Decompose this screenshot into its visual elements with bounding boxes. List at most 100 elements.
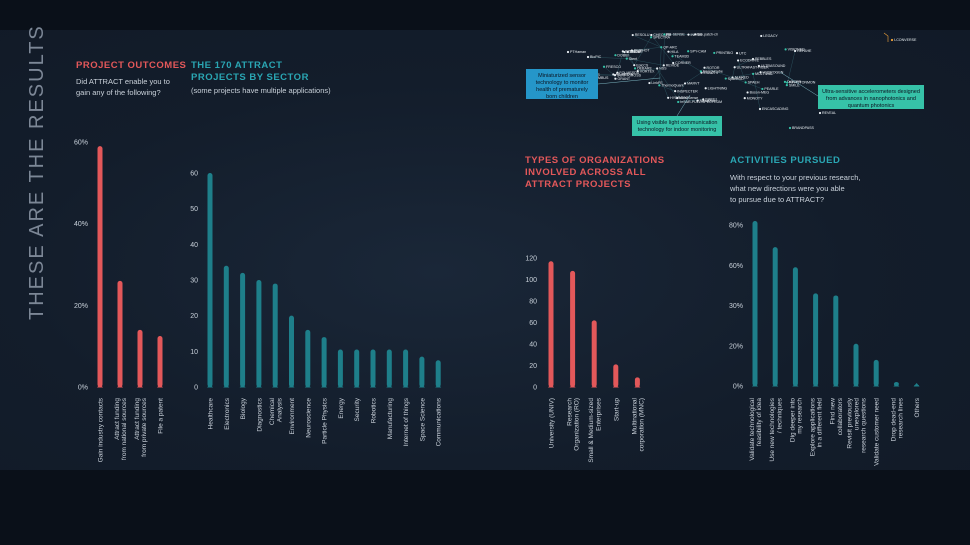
network-edge <box>632 34 662 48</box>
network-node <box>788 126 792 130</box>
y-tick-label: 80% <box>729 223 743 230</box>
network-edge <box>656 68 669 98</box>
y-tick-label: 20 <box>190 313 198 320</box>
network-node-label: INPRO <box>690 33 702 37</box>
network-node-label: MicroSense <box>679 96 698 100</box>
network-node-label: HYDROSO <box>670 96 688 100</box>
network-node-label: LEGACY <box>763 34 778 38</box>
network-node <box>713 51 716 55</box>
y-tick-label: 0% <box>78 385 88 392</box>
category-label: Use new technologies/ techniques <box>769 397 783 461</box>
network-node-label: GRANT <box>617 77 630 81</box>
category-label: Multinationalcorporation (MNC) <box>631 397 645 451</box>
category-label: Gain industry contacts <box>98 397 105 462</box>
network-edge <box>651 34 674 64</box>
chart1-title: PROJECT OUTCOMES <box>76 60 187 71</box>
y-tick-label: 40% <box>74 221 88 228</box>
y-tick-label: 60 <box>529 320 537 327</box>
network-node-label: FOLMESDA <box>619 71 639 75</box>
bar <box>613 364 619 387</box>
network-node <box>625 57 628 60</box>
network-node-label: PRINTBIO <box>716 51 733 55</box>
network-node <box>751 57 755 61</box>
network-node-label: RPHOTONMON <box>789 81 816 85</box>
network-callout-2: Ultra-sensitive accelerometers designed … <box>818 85 924 109</box>
chart-stage <box>0 30 970 470</box>
category-label: Energy <box>338 397 345 418</box>
network-node <box>751 72 755 75</box>
bar <box>97 146 103 387</box>
network-callout-1: Miniaturized sensor technology to monito… <box>526 69 598 100</box>
network-edge <box>622 51 635 66</box>
network-node-label: BioPIC <box>590 55 602 59</box>
bar-foot <box>752 383 758 387</box>
bar <box>117 280 123 387</box>
category-label: Explore applicationsin a different field <box>810 397 824 456</box>
network-node-label: InCUBE <box>630 50 644 54</box>
category-label: Small & Medium-sizedEnterprises <box>588 397 602 462</box>
network-edge <box>752 73 761 110</box>
bar <box>337 349 343 387</box>
network-node <box>731 76 734 79</box>
network-node <box>658 84 661 87</box>
network-node <box>630 49 633 52</box>
network-node <box>744 81 747 84</box>
bar-foot <box>792 383 799 387</box>
bottom-band <box>0 470 970 545</box>
network-node <box>694 33 697 36</box>
network-node-label: MONOTY <box>747 96 763 100</box>
bar-foot <box>591 384 598 388</box>
network-node-label: ROTOR <box>707 66 720 70</box>
y-tick-label: 30% <box>729 303 743 310</box>
bar-foot <box>386 384 393 388</box>
network-node <box>760 34 763 38</box>
network-node <box>683 82 687 85</box>
bar-foot <box>832 383 839 387</box>
top-band <box>0 0 970 30</box>
network-edge <box>663 34 665 66</box>
network-node-label: CHECKEM <box>653 33 671 37</box>
network-node <box>759 71 762 74</box>
bar-foot <box>418 384 425 388</box>
network-node <box>663 33 666 36</box>
network-node-label: INSFEL <box>705 98 718 102</box>
network-node-label: SPAEH <box>748 81 760 85</box>
network-node <box>656 67 659 70</box>
network-node <box>890 38 894 42</box>
network-node <box>786 81 789 84</box>
network-edge <box>678 99 704 103</box>
network-node-label: DOBBI <box>617 53 628 57</box>
network-node <box>650 33 653 37</box>
bar-foot <box>288 384 295 388</box>
network-node-label: SMILE <box>789 83 800 87</box>
category-label: ResearchOrganization (RO) <box>567 398 581 451</box>
bar-foot <box>548 384 554 388</box>
bar <box>419 356 425 387</box>
bar <box>435 360 441 387</box>
network-node-label: HYDROGEN <box>763 70 784 74</box>
bar <box>752 220 758 386</box>
y-tick-label: 10 <box>190 349 198 356</box>
network-node-label: ECODRIVE <box>740 59 759 63</box>
network-node <box>793 49 797 53</box>
network-node-label: InSAR-PULL-SPECTRUM <box>680 100 722 104</box>
bar-foot <box>223 384 230 388</box>
category-label: Particle Physics <box>322 397 329 444</box>
category-label: Revisit previouslyunexploredresearch que… <box>846 397 867 453</box>
bar <box>289 315 294 387</box>
network-node-label: SPECTRA <box>653 35 671 39</box>
network-node-label: PTHaman <box>570 50 586 54</box>
network-node <box>704 87 707 90</box>
category-label: Electronics <box>224 397 231 430</box>
bar-foot <box>239 384 246 388</box>
y-tick-label: 60% <box>729 263 743 270</box>
y-tick-label: 20% <box>729 343 743 350</box>
y-tick-label: 80 <box>529 299 537 306</box>
network-node-label: SPY-CAM <box>690 49 706 53</box>
bar-foot <box>137 384 143 388</box>
network-node-label: LinkFE <box>651 81 663 85</box>
network-node <box>757 64 761 68</box>
bar <box>591 320 597 387</box>
network-node-label: Skk.patch-cli <box>697 33 718 37</box>
